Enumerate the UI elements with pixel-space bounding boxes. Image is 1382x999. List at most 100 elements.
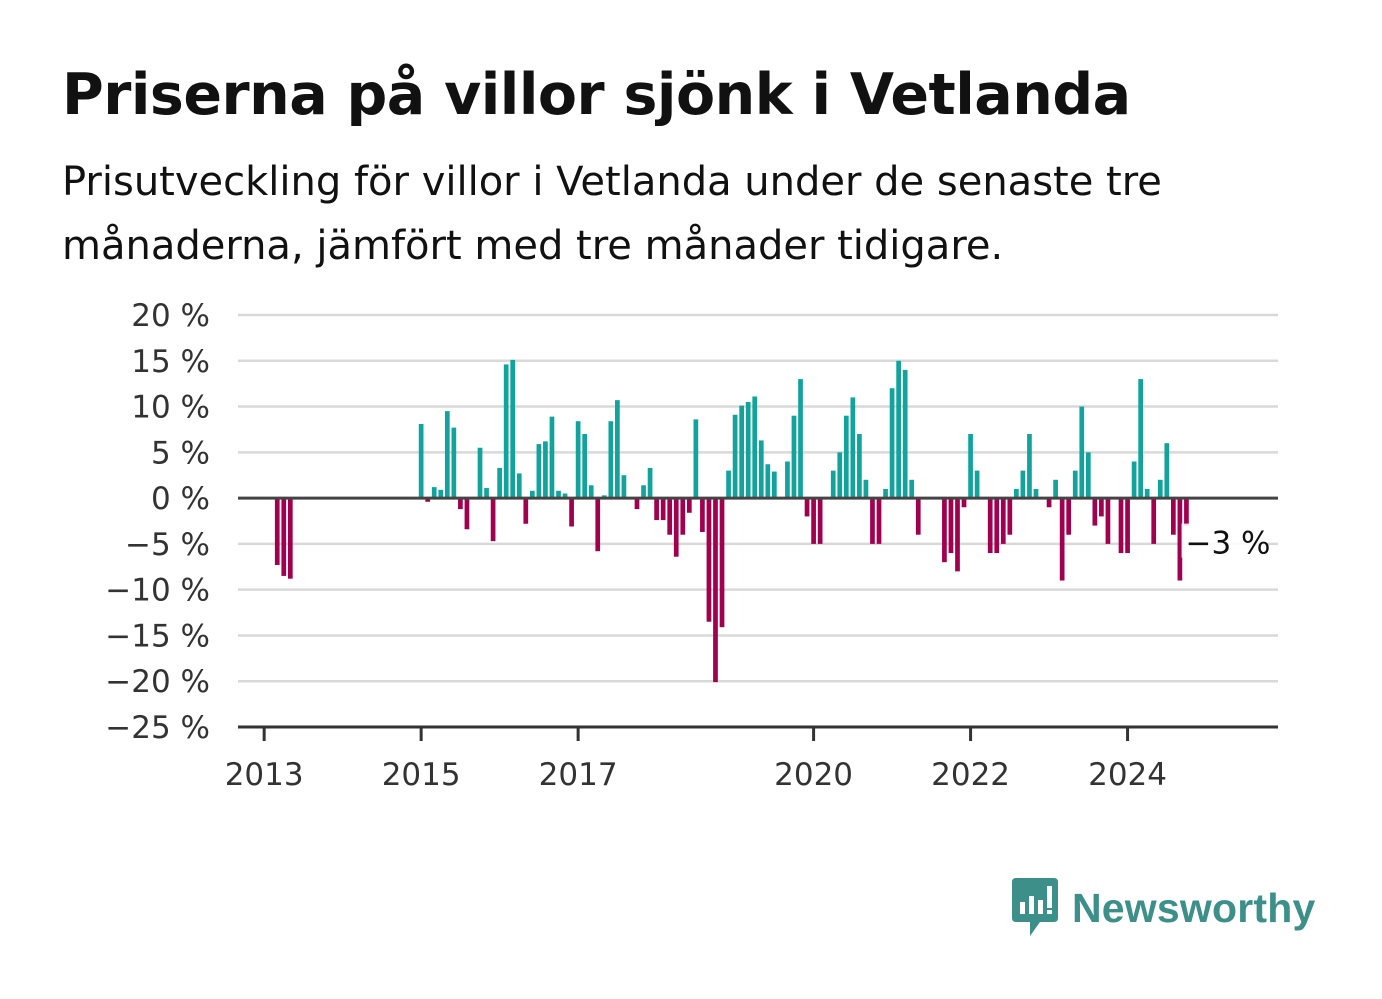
bar [758, 440, 764, 499]
bar [745, 401, 751, 499]
bar [700, 498, 705, 532]
bar [850, 397, 856, 499]
bar [686, 498, 692, 513]
bar [464, 498, 470, 530]
bar [1079, 406, 1085, 499]
bar [569, 498, 574, 527]
bar-chart: 20 % 15 % 10 % 5 % 0 % −5 % −10 % −15 % −20 % −25… [105, 298, 1278, 793]
x-tick-label: 2017 [539, 757, 618, 793]
bar [1000, 498, 1006, 544]
bar [857, 434, 862, 499]
bar [647, 467, 653, 499]
bar [654, 498, 659, 521]
bar [673, 498, 679, 557]
bar [1066, 498, 1072, 535]
bar [680, 498, 686, 535]
bar [608, 421, 614, 499]
bar [425, 498, 431, 502]
bar [549, 416, 555, 499]
y-tick-label: −10 % [105, 573, 210, 609]
bar [837, 452, 843, 499]
bar [575, 421, 581, 499]
bar [1033, 488, 1039, 499]
brand-logo: Newsworthy [1010, 876, 1316, 940]
bar [556, 490, 561, 499]
bar [497, 467, 502, 499]
bar [863, 479, 869, 499]
bar [987, 498, 993, 554]
bar [719, 498, 725, 628]
bar [804, 498, 810, 517]
bar [870, 498, 875, 544]
bar [785, 461, 790, 499]
bar [1125, 498, 1130, 554]
bar [444, 411, 450, 499]
bar [1053, 479, 1058, 499]
bar [955, 498, 960, 572]
newsworthy-logo-icon [1012, 878, 1058, 936]
y-tick-label: 0 % [151, 481, 210, 517]
bar [1046, 498, 1052, 508]
gridlines [238, 313, 1278, 683]
brand-name: Newsworthy [1072, 884, 1316, 931]
bar [543, 441, 548, 499]
bar [1170, 498, 1176, 535]
bar [582, 434, 588, 499]
bar [1118, 498, 1124, 554]
y-tick-label: −15 % [105, 618, 210, 654]
bar [1131, 461, 1137, 499]
bar [523, 498, 529, 524]
bar [1138, 379, 1143, 499]
bar [667, 498, 673, 535]
bar [418, 423, 424, 499]
bar [765, 464, 771, 499]
bar [274, 498, 280, 565]
bar [1020, 470, 1026, 499]
bar [503, 364, 509, 499]
y-tick-label: −20 % [105, 664, 210, 700]
annotation-background [1181, 523, 1266, 558]
bar [1157, 479, 1163, 499]
bar [529, 490, 535, 499]
annotations: −3 % [1181, 523, 1271, 562]
x-axis: 2013 2015 2017 2020 2022 2024 [225, 496, 1278, 793]
bar [431, 487, 437, 499]
y-axis-labels: 20 % 15 % 10 % 5 % 0 % −5 % −10 % −15 % −20 % −25… [105, 298, 210, 746]
bar [772, 471, 777, 499]
bar [660, 498, 666, 521]
bar [1105, 498, 1111, 544]
bar [915, 498, 921, 535]
x-tick-label: 2020 [774, 757, 853, 793]
bar [634, 498, 640, 510]
bar [942, 498, 947, 563]
bar [1014, 488, 1019, 499]
bar [621, 475, 627, 499]
bar [811, 498, 816, 544]
bar [909, 479, 915, 499]
bar [1085, 452, 1091, 499]
bar [490, 498, 496, 542]
bar [516, 473, 522, 499]
bar [994, 498, 1000, 554]
bar [1144, 488, 1150, 499]
y-tick-label: −5 % [125, 527, 210, 563]
bar [641, 485, 646, 499]
bar [1164, 443, 1170, 499]
bar [739, 405, 744, 499]
bar [484, 488, 489, 499]
bar [798, 379, 803, 499]
bar [510, 359, 516, 499]
bar [615, 400, 620, 499]
bar [889, 388, 895, 499]
bar [1092, 498, 1098, 526]
bar [562, 493, 568, 499]
bar [451, 427, 457, 499]
bar [713, 498, 718, 683]
x-tick-label: 2013 [225, 757, 304, 793]
bar [876, 498, 882, 544]
bar [536, 444, 542, 499]
bar [817, 498, 823, 544]
chart-title: Priserna på villor sjönk i Vetlanda [62, 62, 1131, 128]
bar [1059, 498, 1065, 581]
y-tick-label: 10 % [131, 390, 210, 426]
